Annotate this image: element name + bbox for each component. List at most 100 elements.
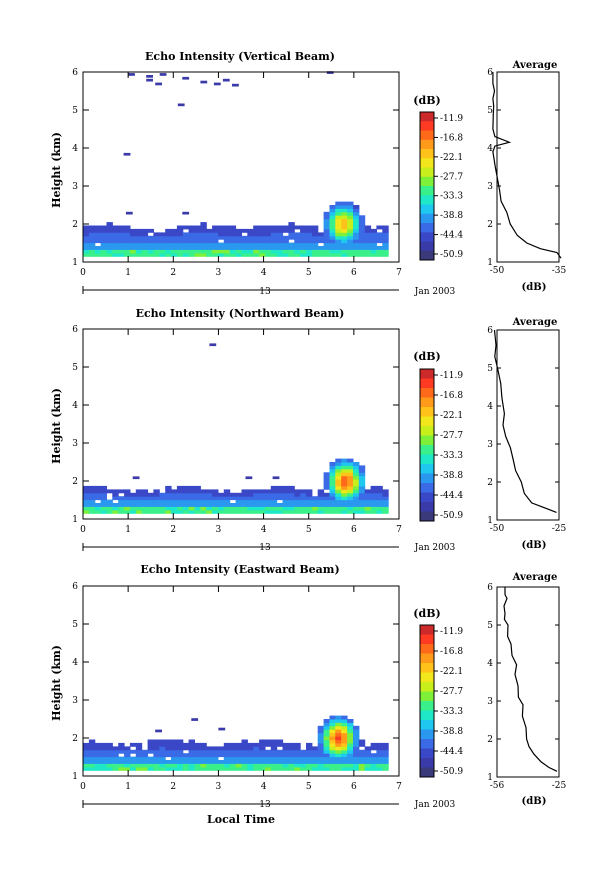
heatmap-cell <box>282 242 289 247</box>
heatmap-cell <box>323 722 330 727</box>
heatmap-cell <box>329 246 336 250</box>
heatmap-cell <box>311 232 319 237</box>
heatmap-cell <box>112 232 119 237</box>
heatmap-cell <box>129 749 137 754</box>
heatmap-cell <box>329 252 336 257</box>
heatmap-cell <box>200 766 207 771</box>
colorbar-swatch <box>420 149 434 159</box>
heatmap-cell <box>182 232 190 237</box>
heatmap-cell <box>247 246 254 250</box>
x-tick-label: 6 <box>351 268 357 278</box>
heatmap-cell <box>212 252 219 257</box>
colorbar-swatch <box>420 653 434 664</box>
colorbar-swatch <box>420 634 434 645</box>
heatmap-cell <box>153 242 160 247</box>
heatmap-cell <box>165 496 172 501</box>
heatmap-cell <box>112 766 119 771</box>
heatmap-cell <box>264 499 272 504</box>
heatmap-cell <box>129 499 137 504</box>
heatmap-cell <box>358 218 366 223</box>
heatmap-cell <box>106 760 113 764</box>
heatmap-cell <box>347 479 354 483</box>
heatmap-cell <box>364 760 372 764</box>
heatmap-cell <box>88 766 96 771</box>
heatmap-cell <box>276 492 284 497</box>
heatmap-cell <box>358 482 366 487</box>
heatmap-cell <box>171 742 178 747</box>
heatmap-cell <box>335 472 342 477</box>
heatmap-cell <box>329 205 336 209</box>
heatmap-cell <box>317 746 325 751</box>
heatmap-cell <box>353 222 360 226</box>
heatmap-cell <box>276 239 284 244</box>
heatmap-cell <box>229 225 237 230</box>
heatmap-cell <box>218 235 225 240</box>
heatmap-cell <box>294 742 301 747</box>
heatmap-cell <box>235 763 242 768</box>
heatmap-cell <box>135 746 143 751</box>
heatmap-cell <box>353 211 360 216</box>
heatmap-cell <box>171 739 178 744</box>
heatmap-cell <box>153 756 160 761</box>
heatmap-cell <box>124 228 131 233</box>
heatmap-cell <box>353 753 360 758</box>
heatmap-cell <box>323 753 330 758</box>
heatmap-cell <box>153 249 160 254</box>
panel-title: Echo Intensity (Northward Beam) <box>136 307 345 320</box>
y-tick-label: 2 <box>72 734 78 744</box>
heatmap-cell <box>83 503 90 507</box>
heatmap-cell <box>106 252 113 257</box>
heatmap-cell <box>264 492 272 497</box>
heatmap-cell <box>147 766 154 771</box>
heatmap-cell <box>341 228 348 233</box>
heatmap-cell <box>200 235 207 240</box>
heatmap-cell <box>264 239 272 244</box>
heatmap-cell <box>100 225 107 230</box>
heatmap-cell <box>259 499 266 504</box>
heatmap-cell <box>147 760 154 764</box>
heatmap-cell <box>259 496 266 501</box>
heatmap-cell <box>165 503 172 507</box>
heatmap-cell <box>129 766 137 771</box>
heatmap-cell <box>112 509 119 514</box>
heatmap-cell <box>212 763 219 768</box>
heatmap-cell <box>288 232 295 237</box>
heatmap-cell <box>358 225 366 230</box>
heatmap-cell <box>147 506 154 511</box>
heatmap-cell <box>317 506 325 511</box>
heatmap-cell <box>323 509 330 514</box>
heatmap-cell <box>335 722 342 727</box>
heatmap-cell <box>176 496 184 501</box>
heatmap-cell <box>270 509 278 514</box>
heatmap-cell <box>264 739 272 744</box>
heatmap-cell <box>153 246 160 250</box>
heatmap-cell <box>129 756 137 761</box>
colorbar-tick-label: -44.4 <box>440 747 463 757</box>
heatmap-cell <box>247 242 254 247</box>
heatmap-cell <box>335 756 342 761</box>
heatmap-cell <box>188 760 195 764</box>
heatmap-cell <box>200 249 207 254</box>
heatmap-cell <box>259 492 266 497</box>
heatmap-cell <box>218 228 225 233</box>
heatmap-cell <box>276 742 284 747</box>
heatmap-cell <box>147 739 154 744</box>
heatmap-cell <box>323 496 330 501</box>
y-tick-label: 6 <box>72 582 78 592</box>
heatmap-cell <box>382 249 389 254</box>
heatmap-cell <box>270 489 278 494</box>
heatmap-cell <box>200 492 207 497</box>
heatmap-cell <box>317 509 325 514</box>
heatmap-cell <box>176 763 184 768</box>
heatmap-cell <box>341 729 348 734</box>
heatmap-cell <box>194 499 201 504</box>
heatmap-cell <box>329 742 336 747</box>
colorbar-swatch <box>420 176 434 187</box>
heatmap-cell <box>300 756 307 761</box>
y-axis-label: Height (km) <box>50 645 63 721</box>
heatmap-cell <box>141 249 149 254</box>
heatmap-cell <box>382 756 389 761</box>
heatmap-cell <box>83 246 90 250</box>
heatmap-cell <box>311 763 319 768</box>
